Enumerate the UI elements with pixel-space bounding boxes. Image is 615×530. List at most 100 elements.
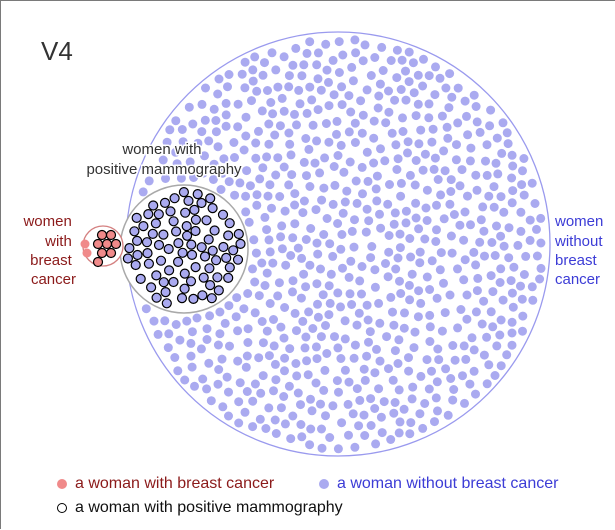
woman-without-cancer-dot (347, 62, 357, 72)
woman-without-cancer-dot (442, 122, 452, 132)
woman-without-cancer-dot (403, 148, 412, 158)
woman-without-cancer-dot (422, 216, 432, 225)
woman-without-cancer-positive-dot (173, 256, 184, 267)
woman-without-cancer-dot (492, 221, 501, 231)
woman-without-cancer-dot (285, 344, 295, 354)
woman-without-cancer-dot (516, 226, 526, 236)
woman-without-cancer-dot (439, 146, 449, 156)
woman-without-cancer-dot (530, 199, 540, 208)
woman-without-cancer-dot (317, 195, 327, 205)
woman-without-cancer-dot (518, 166, 527, 176)
woman-without-cancer-dot (360, 431, 370, 440)
woman-without-cancer-dot (394, 385, 404, 395)
woman-without-cancer-dot (350, 215, 359, 225)
woman-without-cancer-dot (257, 258, 267, 268)
woman-without-cancer-dot (469, 345, 479, 355)
woman-without-cancer-positive-dot (186, 249, 198, 260)
woman-without-cancer-positive-dot (192, 189, 203, 200)
woman-without-cancer-dot (286, 150, 296, 160)
woman-without-cancer-dot (264, 403, 274, 413)
woman-without-cancer-dot (356, 96, 366, 106)
with-cancer-label-line3: breast (30, 252, 73, 269)
woman-without-cancer-dot (209, 159, 219, 169)
woman-without-cancer-dot (433, 344, 443, 354)
woman-without-cancer-dot (190, 381, 199, 391)
woman-without-cancer-dot (250, 277, 260, 287)
woman-without-cancer-dot (182, 316, 192, 326)
woman-without-cancer-dot (239, 304, 249, 314)
woman-without-cancer-dot (240, 57, 250, 67)
woman-without-cancer-positive-dot (158, 229, 169, 240)
woman-without-cancer-positive-dot (186, 239, 197, 250)
woman-without-cancer-dot (507, 317, 517, 327)
woman-without-cancer-dot (536, 213, 546, 223)
woman-without-cancer-dot (439, 214, 449, 224)
woman-without-cancer-dot (425, 337, 435, 346)
woman-without-cancer-dot (162, 137, 172, 147)
woman-without-cancer-dot (395, 417, 405, 427)
woman-without-cancer-dot (506, 276, 516, 286)
woman-without-cancer-dot (391, 140, 401, 150)
woman-without-cancer-dot (475, 237, 485, 247)
woman-without-cancer-dot (425, 322, 435, 332)
woman-without-cancer-dot (329, 90, 339, 100)
woman-without-cancer-dot (306, 394, 315, 404)
woman-without-cancer-dot (284, 180, 294, 190)
woman-without-cancer-dot (401, 206, 411, 216)
woman-without-cancer-dot (241, 191, 251, 201)
woman-without-cancer-dot (254, 291, 264, 301)
woman-without-cancer-dot (324, 77, 333, 87)
woman-without-cancer-dot (180, 375, 190, 385)
woman-without-cancer-dot (362, 85, 372, 95)
woman-without-cancer-dot (202, 324, 212, 334)
woman-without-cancer-dot (304, 144, 314, 154)
woman-without-cancer-dot (271, 429, 281, 438)
woman-without-cancer-dot (495, 330, 505, 340)
woman-without-cancer-dot (337, 230, 347, 239)
woman-without-cancer-dot (248, 422, 258, 432)
woman-without-cancer-dot (257, 106, 267, 116)
woman-without-cancer-dot (332, 129, 341, 139)
woman-without-cancer-dot (447, 92, 457, 102)
woman-without-cancer-dot (401, 95, 411, 105)
woman-without-cancer-dot (471, 102, 481, 111)
woman-without-cancer-dot (277, 93, 287, 103)
woman-without-cancer-dot (354, 421, 364, 431)
woman-without-cancer-dot (422, 185, 432, 195)
woman-without-cancer-dot (477, 319, 487, 329)
woman-without-cancer-dot (271, 65, 281, 75)
woman-without-cancer-dot (527, 178, 537, 188)
woman-without-cancer-dot (324, 137, 334, 147)
woman-without-cancer-dot (171, 320, 181, 329)
woman-without-cancer-dot (280, 353, 290, 363)
woman-without-cancer-dot (469, 90, 479, 100)
woman-without-cancer-dot (430, 417, 439, 427)
woman-without-cancer-positive-dot (223, 272, 234, 283)
woman-without-cancer-dot (275, 192, 285, 201)
woman-without-cancer-dot (200, 115, 210, 125)
woman-without-cancer-dot (496, 231, 506, 241)
woman-without-cancer-dot (401, 218, 411, 228)
woman-without-cancer-dot (441, 83, 451, 93)
woman-without-cancer-dot (399, 404, 409, 414)
woman-without-cancer-dot (170, 353, 180, 362)
woman-without-cancer-dot (488, 322, 498, 332)
woman-without-cancer-positive-dot (232, 254, 244, 265)
positive-mammography-label: women with positive mammography (86, 141, 242, 178)
woman-without-cancer-dot (371, 184, 381, 194)
woman-without-cancer-dot (425, 285, 435, 294)
woman-without-cancer-dot (414, 139, 424, 149)
woman-without-cancer-dot (366, 253, 376, 263)
woman-without-cancer-dot (360, 375, 370, 385)
woman-without-cancer-dot (305, 37, 315, 47)
woman-without-cancer-dot (232, 293, 242, 303)
woman-without-cancer-dot (437, 111, 447, 121)
woman-without-cancer-dot (405, 429, 415, 439)
woman-without-cancer-dot (434, 355, 444, 365)
woman-without-cancer-dot (312, 354, 322, 364)
woman-without-cancer-positive-dot (183, 195, 194, 206)
woman-without-cancer-dot (248, 65, 258, 75)
woman-without-cancer-dot (213, 340, 223, 350)
woman-without-cancer-dot (347, 226, 357, 236)
woman-without-cancer-dot (153, 329, 163, 339)
